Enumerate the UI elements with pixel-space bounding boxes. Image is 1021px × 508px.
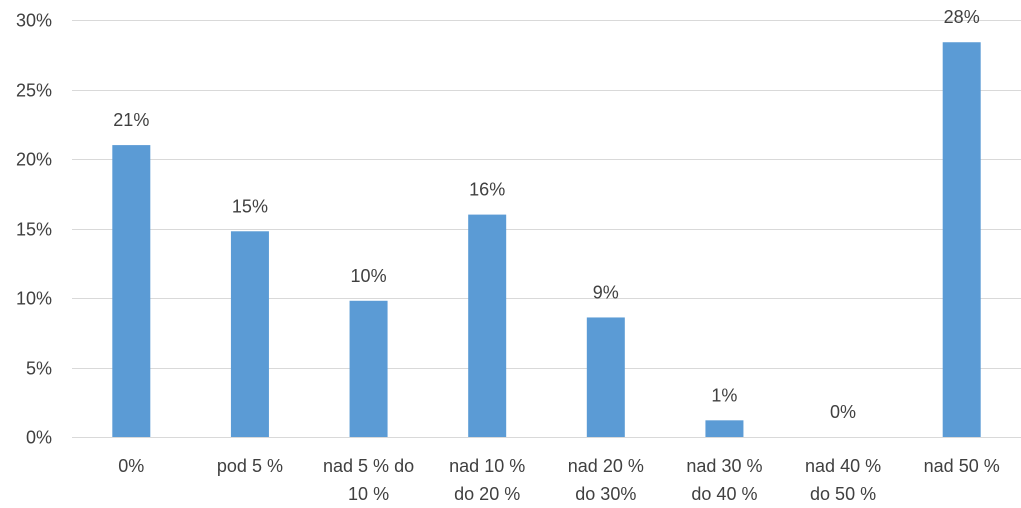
data-label: 1% <box>711 385 737 405</box>
data-labels: 21% 15% 10% 16% 9% 1% 0% 28% <box>113 7 979 422</box>
y-tick-label: 20% <box>16 150 52 170</box>
y-tick-label: 30% <box>16 11 52 31</box>
bars <box>112 42 981 438</box>
y-axis-tick-labels: 0% 5% 10% 15% 20% 25% 30% <box>16 11 52 448</box>
category-label: nad 30 % do 40 % <box>686 456 762 504</box>
bar <box>349 300 388 437</box>
category-label: nad 20 % do 30% <box>568 456 644 504</box>
bar <box>230 231 269 437</box>
category-label: 0% <box>118 456 144 476</box>
bar <box>586 317 625 437</box>
data-label: 10% <box>351 266 387 286</box>
y-tick-label: 0% <box>26 428 52 448</box>
bar <box>705 420 744 437</box>
y-tick-label: 10% <box>16 289 52 309</box>
x-axis-category-labels: 0% pod 5 % nad 5 % do 10 % nad 10 % do 20 % na… <box>118 456 999 504</box>
category-label: nad 5 % do 10 % <box>323 456 414 504</box>
bar <box>468 214 507 437</box>
data-label: 15% <box>232 196 268 216</box>
data-label: 9% <box>593 282 619 302</box>
data-label: 0% <box>830 402 856 422</box>
category-label: nad 10 % do 20 % <box>449 456 525 504</box>
y-tick-label: 25% <box>16 81 52 101</box>
bar <box>112 145 151 437</box>
category-label: pod 5 % <box>217 456 283 476</box>
category-label: nad 50 % <box>924 456 1000 476</box>
data-label: 21% <box>113 110 149 130</box>
data-label: 16% <box>469 180 505 200</box>
category-label: nad 40 % do 50 % <box>805 456 881 504</box>
data-label: 28% <box>944 7 980 27</box>
y-tick-label: 15% <box>16 220 52 240</box>
bar <box>942 42 981 438</box>
gridlines <box>72 20 1021 438</box>
y-tick-label: 5% <box>26 359 52 379</box>
